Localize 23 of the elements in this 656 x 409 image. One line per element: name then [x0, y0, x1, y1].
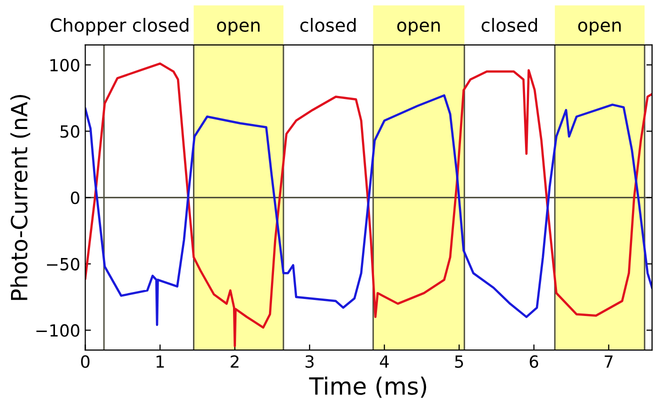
y-tick-label: 0: [70, 192, 80, 204]
x-tick-label: 7: [604, 355, 613, 368]
x-tick-label: 2: [230, 355, 238, 368]
line-series: [85, 62, 652, 348]
x-tick-label: 3: [306, 355, 314, 368]
y-tick-label: 100: [50, 58, 80, 72]
y-tick-label: −50: [47, 258, 80, 270]
text: Chopper closed: [50, 18, 188, 36]
text: closed: [300, 18, 356, 32]
x-tick-label: 1: [156, 355, 164, 368]
line-series: [85, 94, 652, 326]
y-tick-label: −100: [36, 324, 80, 337]
x-axis-title: Time (ms): [309, 376, 426, 398]
band-label: open: [397, 22, 440, 36]
x-tick-label: 4: [380, 355, 389, 368]
band-label: open: [578, 22, 621, 36]
text: closed: [482, 18, 537, 32]
x-tick-label: 5: [455, 355, 463, 368]
band-label: open: [217, 22, 260, 36]
y-axis-title: Photo-Current (nA): [10, 94, 30, 300]
x-tick-label: 0: [81, 355, 90, 368]
y-tick-label: 50: [60, 125, 80, 138]
x-tick-label: 6: [530, 355, 538, 368]
